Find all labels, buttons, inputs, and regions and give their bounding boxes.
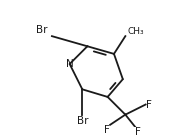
Text: CH₃: CH₃ xyxy=(127,27,144,36)
Text: Br: Br xyxy=(77,116,88,126)
Text: F: F xyxy=(104,125,110,135)
Text: Br: Br xyxy=(36,25,48,35)
Text: F: F xyxy=(136,127,141,137)
Text: F: F xyxy=(146,99,152,110)
Text: N: N xyxy=(66,59,74,69)
